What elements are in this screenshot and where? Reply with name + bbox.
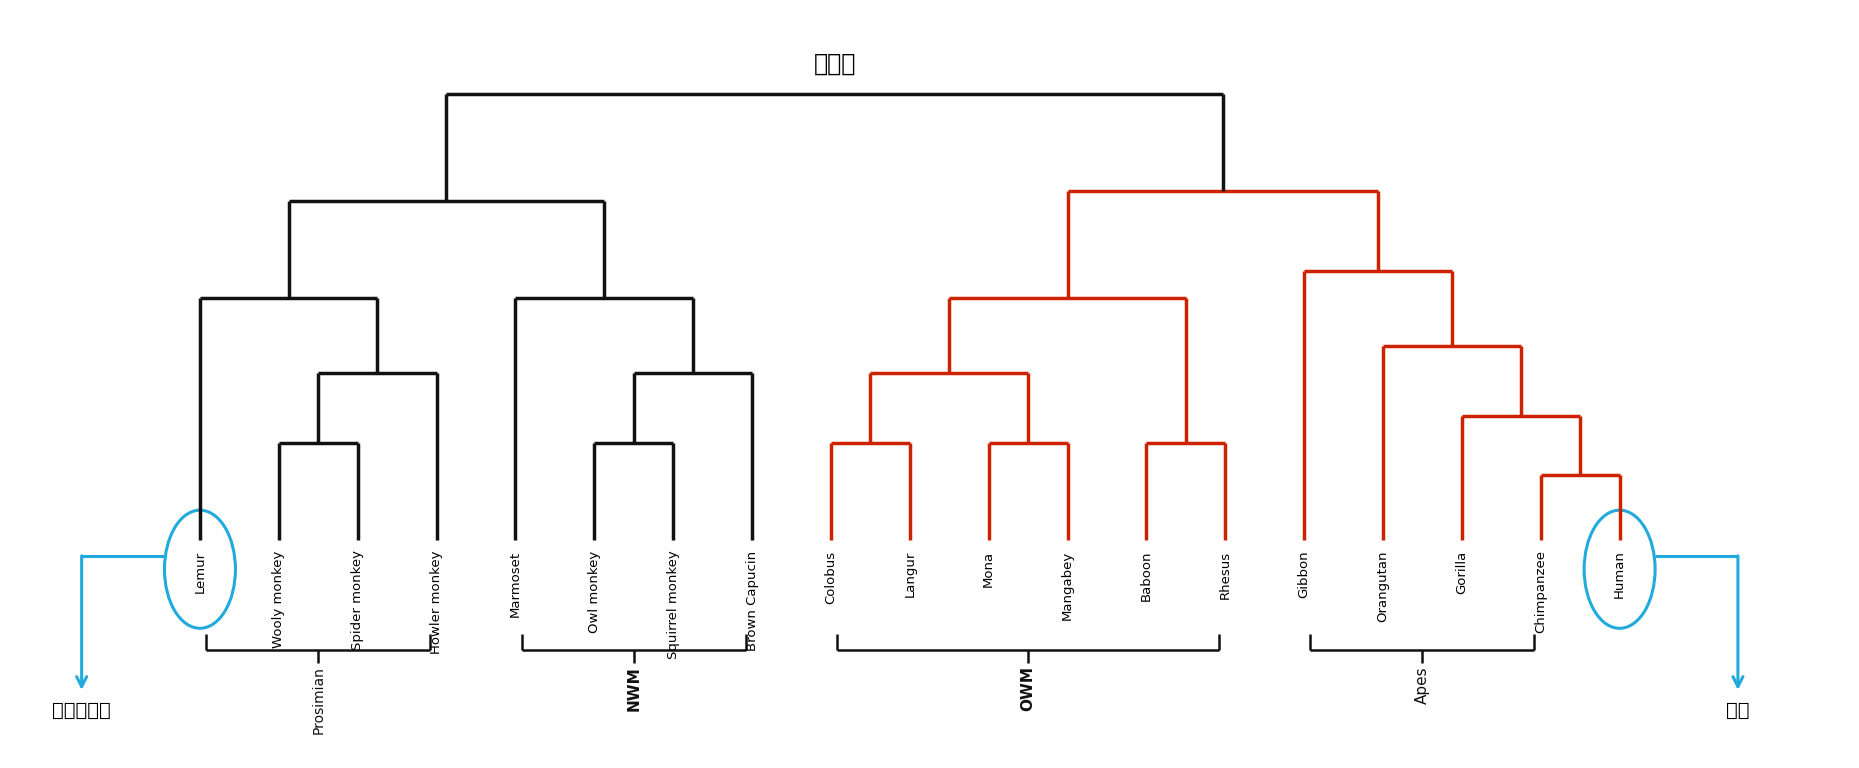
Text: 인간: 인간 xyxy=(1727,700,1749,720)
Text: Rhesus: Rhesus xyxy=(1220,551,1233,598)
Text: Squirrel monkey: Squirrel monkey xyxy=(667,551,680,659)
Text: Human: Human xyxy=(1614,551,1627,598)
Text: Marmoset: Marmoset xyxy=(509,551,522,617)
Text: Brown Capucin: Brown Capucin xyxy=(745,551,758,650)
Text: Prosimian: Prosimian xyxy=(310,666,325,733)
Text: Langur: Langur xyxy=(903,551,916,597)
Text: Mona: Mona xyxy=(982,551,995,587)
Text: Gibbon: Gibbon xyxy=(1298,551,1311,598)
Text: Colobus: Colobus xyxy=(824,551,837,604)
Text: OWM: OWM xyxy=(1021,666,1035,711)
Text: Gorilla: Gorilla xyxy=(1456,551,1469,594)
Text: Orangutan: Orangutan xyxy=(1376,551,1389,622)
Text: Chimpanzee: Chimpanzee xyxy=(1534,551,1547,634)
Text: Wooly monkey: Wooly monkey xyxy=(271,551,284,648)
Text: Lemur: Lemur xyxy=(193,551,206,593)
Text: Owl monkey: Owl monkey xyxy=(587,551,600,633)
Text: NWM: NWM xyxy=(626,666,641,710)
Text: 여우원숭이: 여우원숭이 xyxy=(52,700,112,720)
Text: 영장류: 영장류 xyxy=(814,51,855,75)
Text: Apes: Apes xyxy=(1415,666,1430,703)
Text: Howler monkey: Howler monkey xyxy=(429,551,442,654)
Text: Spider monkey: Spider monkey xyxy=(351,551,364,650)
Text: Mangabey: Mangabey xyxy=(1061,551,1075,620)
Text: Baboon: Baboon xyxy=(1140,551,1153,601)
